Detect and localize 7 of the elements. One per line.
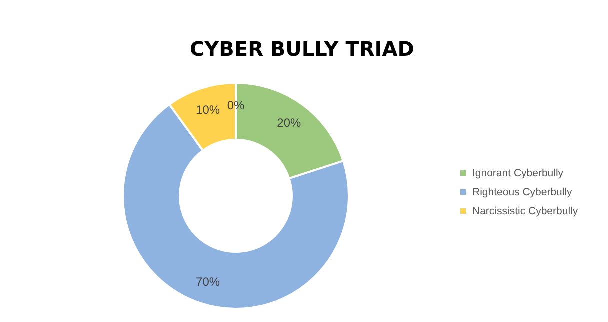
legend-label: Ignorant Cyberbully xyxy=(472,167,564,180)
data-label: 20% xyxy=(277,116,302,130)
data-label: 10% xyxy=(196,102,220,117)
legend-label: Righteous Cyberbully xyxy=(472,186,574,198)
data-label: 70% xyxy=(196,275,220,290)
legend-label: Narcissistic Cyberbully xyxy=(472,205,579,218)
chart-title: CYBER BULLY TRIAD xyxy=(190,37,414,61)
